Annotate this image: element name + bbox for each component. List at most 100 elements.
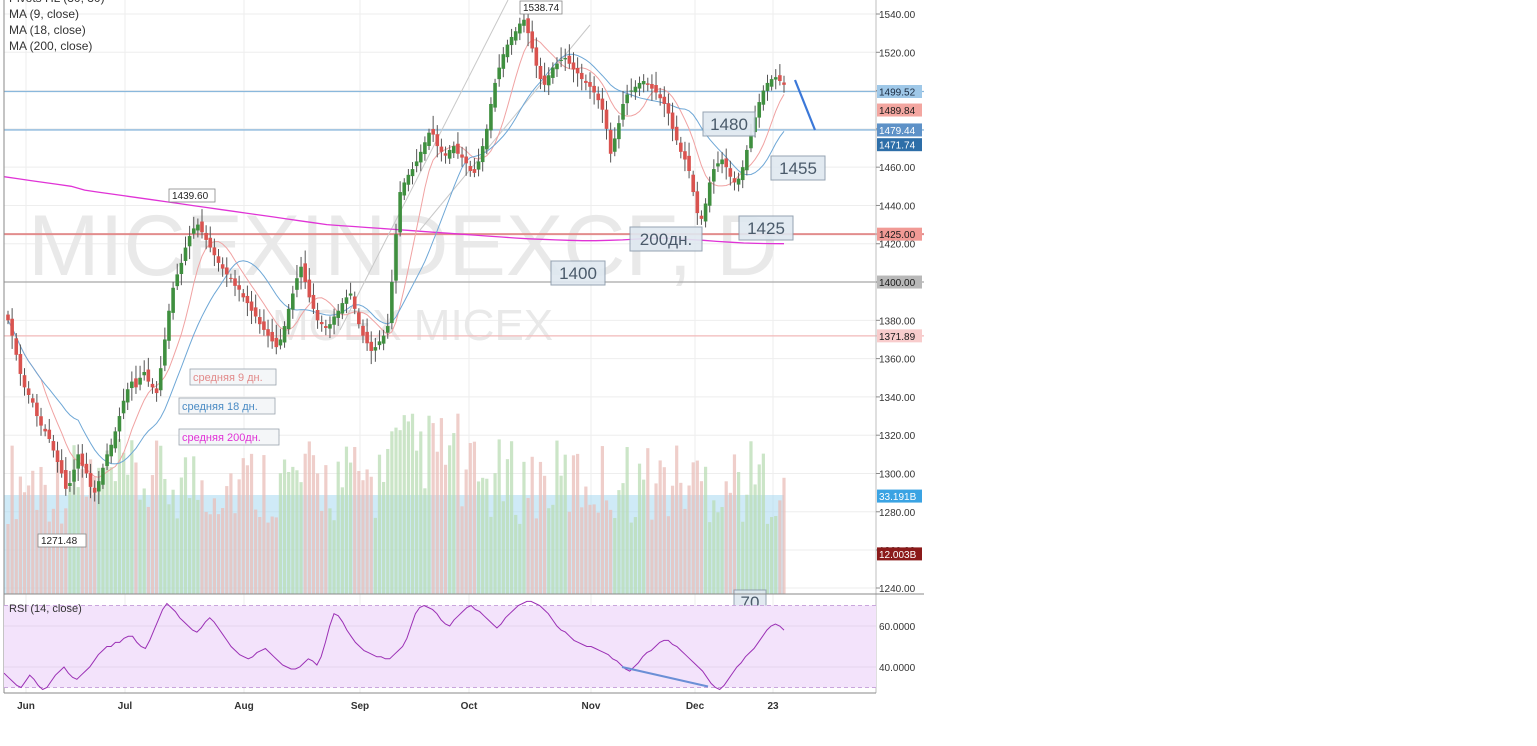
volume-bar bbox=[340, 487, 344, 594]
volume-bar bbox=[14, 519, 18, 594]
volume-bar bbox=[121, 452, 126, 594]
rsi-tick-label: 40.0000 bbox=[879, 663, 916, 674]
legend-item: Pivots HL (30, 30) bbox=[9, 0, 105, 5]
ma-note-box bbox=[178, 397, 276, 415]
pivot-label-box bbox=[519, 0, 563, 15]
volume-bar bbox=[369, 476, 373, 594]
price-tag-label: 1400.00 bbox=[879, 278, 916, 289]
volume-bar bbox=[274, 517, 278, 594]
candle-body bbox=[712, 169, 716, 182]
volume-bar bbox=[720, 507, 724, 594]
annotation-label: 1480 bbox=[710, 115, 748, 134]
candle-body bbox=[439, 146, 444, 152]
volume-bar bbox=[142, 488, 146, 594]
candle-body bbox=[497, 67, 501, 80]
candle-body bbox=[451, 146, 456, 154]
candle-body bbox=[361, 325, 365, 336]
time-tick-label: Dec bbox=[686, 701, 705, 712]
volume-bar bbox=[88, 459, 93, 594]
candle-body bbox=[749, 134, 753, 149]
candle-body bbox=[39, 416, 43, 426]
candle-body bbox=[88, 473, 93, 487]
candle-body bbox=[55, 450, 60, 462]
candle-body bbox=[608, 129, 613, 154]
volume-average-area bbox=[4, 495, 784, 594]
volume-bar bbox=[580, 507, 584, 594]
volume-bar bbox=[472, 441, 477, 594]
candle-body bbox=[662, 96, 667, 104]
volume-bar bbox=[435, 451, 439, 594]
volume-bar bbox=[716, 512, 720, 594]
volume-bar bbox=[443, 464, 448, 594]
candle-body bbox=[778, 75, 782, 82]
candle-body bbox=[220, 264, 225, 269]
volume-bar bbox=[637, 463, 642, 594]
candle-body bbox=[47, 429, 52, 440]
candle-body bbox=[311, 294, 316, 309]
candle-body bbox=[402, 182, 407, 196]
price-tick-label: 1440.00 bbox=[879, 201, 916, 212]
candle-body bbox=[687, 155, 691, 171]
price-tag-label: 12.003B bbox=[879, 550, 917, 561]
volume-bar bbox=[55, 454, 60, 594]
candle-body bbox=[418, 151, 423, 163]
volume-bar bbox=[497, 439, 501, 594]
candle-body bbox=[716, 163, 720, 167]
volume-bar bbox=[464, 469, 468, 594]
volume-bar bbox=[6, 524, 10, 594]
candle-body bbox=[699, 215, 704, 219]
volume-bar bbox=[51, 508, 56, 594]
candle-body bbox=[414, 161, 419, 167]
volume-bar bbox=[324, 465, 328, 594]
volume-bar bbox=[126, 474, 130, 594]
annotations: 1538.74 1439.60 1271.48 1480 1455 1425 200дн. 1… bbox=[37, 0, 826, 615]
volume-bar bbox=[282, 459, 287, 594]
time-tick-label: 23 bbox=[767, 701, 779, 712]
volume-bar bbox=[278, 473, 283, 594]
candle-body bbox=[43, 428, 47, 432]
candle-body bbox=[357, 312, 361, 325]
volume-bar bbox=[542, 475, 547, 594]
candle-body bbox=[200, 221, 204, 233]
annotation-label: 1455 bbox=[779, 159, 817, 178]
candle-body bbox=[645, 83, 650, 85]
volume-bar bbox=[468, 443, 472, 594]
volume-bar bbox=[113, 481, 117, 594]
candle-body bbox=[175, 274, 180, 287]
candle-body bbox=[241, 293, 246, 298]
volume-bar bbox=[109, 467, 113, 594]
candle-body bbox=[674, 126, 679, 141]
volume-bars bbox=[4, 413, 786, 594]
volume-bar bbox=[402, 415, 406, 594]
volume-bar bbox=[361, 480, 365, 594]
volume-bar bbox=[745, 494, 749, 594]
candle-body bbox=[559, 59, 563, 61]
candle-body bbox=[385, 326, 390, 333]
rsi-line bbox=[3, 600, 785, 691]
volume-bar bbox=[456, 413, 460, 594]
candle-body bbox=[501, 54, 506, 69]
candle-body bbox=[757, 102, 762, 118]
volume-bar bbox=[658, 460, 662, 594]
pivot-label: 1538.74 bbox=[523, 3, 560, 14]
candle-body bbox=[579, 72, 584, 80]
volume-bar bbox=[419, 431, 423, 594]
candle-body bbox=[551, 67, 555, 78]
candle-body bbox=[505, 44, 510, 58]
candle-body bbox=[410, 169, 415, 177]
volume-bar bbox=[138, 499, 142, 594]
candle-body bbox=[513, 31, 518, 41]
candle-body bbox=[208, 237, 213, 248]
annotation-label: 1400 bbox=[559, 264, 597, 283]
ma-note-box bbox=[189, 368, 277, 386]
volume-bar bbox=[204, 511, 208, 594]
volume-bar bbox=[373, 517, 377, 594]
candle-body bbox=[480, 146, 485, 163]
candle-body bbox=[443, 153, 448, 156]
candle-body bbox=[109, 444, 113, 457]
candle-body bbox=[658, 94, 662, 99]
time-tick-label: Oct bbox=[461, 701, 478, 712]
candle-body bbox=[299, 266, 303, 278]
